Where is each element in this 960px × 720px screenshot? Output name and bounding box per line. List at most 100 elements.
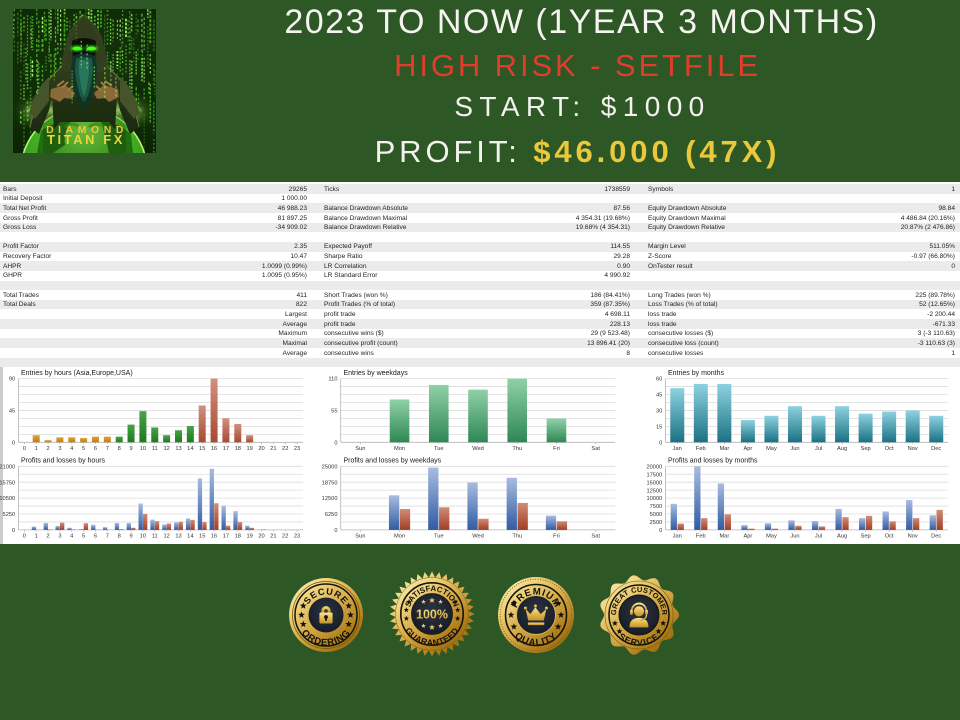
svg-text:12500: 12500	[322, 496, 338, 502]
svg-text:Sat: Sat	[591, 446, 600, 452]
svg-text:Entries by weekdays: Entries by weekdays	[344, 370, 409, 377]
svg-text:13: 13	[175, 446, 181, 452]
svg-text:22: 22	[282, 446, 288, 452]
svg-text:0: 0	[659, 440, 662, 446]
svg-text:Sep: Sep	[861, 533, 871, 539]
svg-text:Profits and losses by hours: Profits and losses by hours	[21, 458, 106, 465]
svg-text:Thu: Thu	[512, 533, 522, 539]
svg-text:Sun: Sun	[355, 533, 365, 539]
svg-text:6250: 6250	[325, 512, 338, 518]
svg-text:4: 4	[70, 446, 73, 452]
svg-text:23: 23	[294, 533, 300, 539]
svg-text:6: 6	[94, 533, 97, 539]
svg-text:Aug: Aug	[837, 446, 847, 452]
svg-text:12: 12	[163, 533, 169, 539]
svg-text:5250: 5250	[3, 512, 16, 518]
svg-text:0: 0	[23, 533, 26, 539]
svg-text:7: 7	[106, 533, 109, 539]
svg-text:10500: 10500	[0, 496, 15, 502]
svg-text:10000: 10000	[646, 496, 662, 502]
svg-text:55: 55	[331, 409, 337, 415]
svg-text:5: 5	[82, 446, 85, 452]
svg-text:14: 14	[187, 533, 193, 539]
svg-text:Oct: Oct	[885, 446, 894, 452]
svg-text:Wed: Wed	[472, 446, 484, 452]
svg-text:5000: 5000	[650, 512, 663, 518]
svg-text:90: 90	[9, 377, 15, 383]
svg-text:0: 0	[334, 528, 337, 534]
svg-text:Fri: Fri	[553, 533, 560, 539]
svg-text:9: 9	[129, 533, 132, 539]
svg-text:17500: 17500	[646, 472, 662, 478]
svg-text:13: 13	[175, 533, 181, 539]
svg-text:15: 15	[656, 424, 662, 430]
svg-text:10: 10	[140, 446, 146, 452]
svg-text:21: 21	[270, 446, 276, 452]
svg-text:20: 20	[258, 446, 264, 452]
svg-text:16: 16	[211, 446, 217, 452]
svg-text:May: May	[766, 533, 777, 539]
svg-text:11: 11	[152, 533, 158, 539]
svg-text:15: 15	[199, 446, 205, 452]
svg-text:Tue: Tue	[434, 446, 444, 452]
svg-text:Jan: Jan	[673, 446, 682, 452]
svg-text:21000: 21000	[0, 464, 15, 470]
svg-text:Profits and losses by weekdays: Profits and losses by weekdays	[344, 458, 442, 465]
svg-text:110: 110	[328, 377, 337, 383]
svg-text:SERVICE: SERVICE	[617, 631, 661, 648]
svg-text:23: 23	[294, 446, 300, 452]
svg-text:15750: 15750	[0, 480, 15, 486]
svg-text:14: 14	[187, 446, 193, 452]
svg-text:Aug: Aug	[837, 533, 847, 539]
svg-text:20000: 20000	[646, 464, 662, 470]
svg-text:Nov: Nov	[908, 446, 918, 452]
svg-text:Tue: Tue	[434, 533, 444, 539]
svg-text:10: 10	[140, 533, 146, 539]
svg-text:22: 22	[282, 533, 288, 539]
svg-text:18: 18	[235, 446, 241, 452]
svg-text:3: 3	[58, 533, 61, 539]
svg-text:Entries by hours (Asia,Europe,: Entries by hours (Asia,Europe,USA)	[21, 370, 133, 377]
svg-text:0: 0	[334, 440, 337, 446]
svg-text:12500: 12500	[646, 488, 662, 494]
svg-text:Apr: Apr	[743, 533, 752, 539]
svg-text:0: 0	[659, 528, 662, 534]
svg-text:Jul: Jul	[815, 446, 822, 452]
svg-text:QUALITY: QUALITY	[512, 630, 559, 648]
svg-text:Dec: Dec	[931, 533, 941, 539]
svg-text:Jun: Jun	[790, 533, 799, 539]
svg-text:Mon: Mon	[394, 446, 405, 452]
svg-text:1: 1	[35, 533, 38, 539]
svg-text:May: May	[766, 446, 777, 452]
svg-text:Profits and losses by months: Profits and losses by months	[668, 458, 758, 465]
svg-text:Mar: Mar	[719, 533, 729, 539]
svg-text:2: 2	[46, 533, 49, 539]
svg-text:18750: 18750	[322, 480, 338, 486]
svg-text:Jan: Jan	[673, 533, 682, 539]
svg-text:3: 3	[58, 446, 61, 452]
svg-text:5: 5	[82, 533, 85, 539]
svg-text:25000: 25000	[322, 464, 338, 470]
svg-text:7: 7	[106, 446, 109, 452]
svg-text:7500: 7500	[650, 504, 663, 510]
svg-text:30: 30	[656, 409, 662, 415]
svg-text:Mar: Mar	[719, 446, 729, 452]
svg-text:Sep: Sep	[861, 446, 871, 452]
svg-text:Entries by months: Entries by months	[668, 370, 725, 377]
svg-text:Feb: Feb	[696, 533, 706, 539]
svg-text:17: 17	[223, 446, 229, 452]
svg-text:Wed: Wed	[472, 533, 484, 539]
svg-text:9: 9	[129, 446, 132, 452]
svg-text:45: 45	[9, 409, 15, 415]
svg-text:16: 16	[211, 533, 217, 539]
svg-text:15: 15	[199, 533, 205, 539]
svg-text:Thu: Thu	[512, 446, 522, 452]
svg-text:TITAN FX: TITAN FX	[47, 132, 125, 147]
svg-text:Nov: Nov	[908, 533, 918, 539]
svg-text:Jul: Jul	[815, 533, 822, 539]
svg-text:Feb: Feb	[696, 446, 706, 452]
svg-text:Sat: Sat	[591, 533, 600, 539]
svg-text:Apr: Apr	[743, 446, 752, 452]
svg-text:8: 8	[118, 533, 121, 539]
svg-text:19: 19	[246, 533, 252, 539]
